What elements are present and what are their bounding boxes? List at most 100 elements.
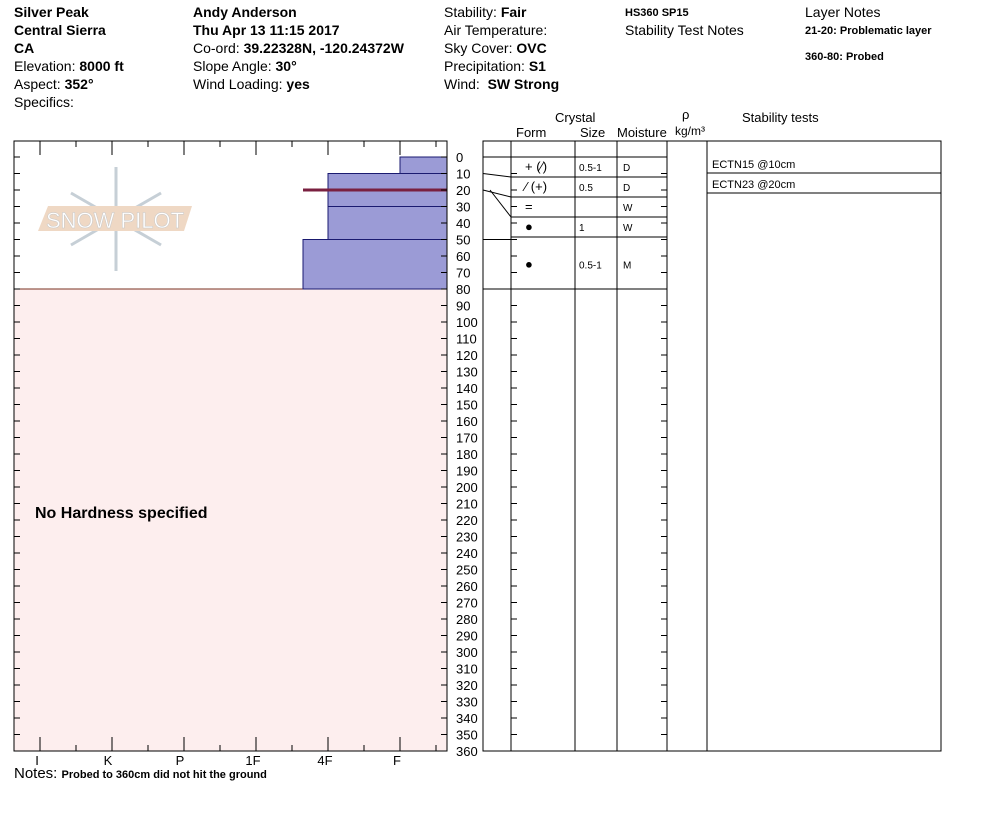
depth-tick-label: 250: [456, 563, 478, 578]
depth-tick-label: 80: [456, 282, 470, 297]
connector-line: [482, 189, 512, 198]
depth-tick-label: 260: [456, 579, 478, 594]
coord: Co-ord: 39.22328N, -120.24372W: [193, 40, 404, 56]
depth-tick-label: 240: [456, 546, 478, 561]
depth-tick-label: 200: [456, 480, 478, 495]
probed-region: [14, 289, 447, 751]
crystal-header: Crystal: [555, 110, 596, 125]
hardness-bar: [327, 173, 448, 191]
depth-tick-label: 330: [456, 695, 478, 710]
depth-tick-label: 100: [456, 315, 478, 330]
location: Silver Peak: [14, 4, 89, 20]
depth-tick-label: 360: [456, 744, 478, 759]
sky-cover: Sky Cover: OVC: [444, 40, 547, 56]
depth-tick-label: 110: [456, 332, 477, 347]
layer-table: [482, 140, 942, 752]
precipitation: Precipitation: S1: [444, 58, 546, 74]
notes: Notes: Probed to 360cm did not hit the g…: [14, 765, 267, 782]
depth-tick-label: 230: [456, 530, 478, 545]
hardness-bar: [302, 239, 448, 290]
depth-tick-label: 30: [456, 200, 470, 215]
layer-form: =: [525, 199, 533, 214]
layer-size: 0.5-1: [579, 163, 602, 174]
datetime: Thu Apr 13 11:15 2017: [193, 22, 340, 38]
hardness-tick-label: 4F: [317, 753, 332, 768]
hardness-bar: [327, 189, 448, 207]
state: CA: [14, 40, 35, 56]
observer: Andy Anderson: [193, 4, 297, 20]
hardness-tick-label: 1F: [245, 753, 260, 768]
size-header: Size: [580, 125, 606, 140]
depth-tick-label: 340: [456, 711, 478, 726]
hardness-bar: [399, 156, 448, 174]
layer-form: + (⁄): [525, 159, 547, 174]
graph-frame: [13, 140, 448, 752]
layer-moisture: D: [623, 183, 630, 194]
layer-moisture: D: [623, 163, 630, 174]
stability-tests-header: Stability tests: [742, 110, 819, 125]
depth-tick-label: 90: [456, 299, 470, 314]
range: Central Sierra: [14, 22, 106, 38]
depth-tick-label: 270: [456, 596, 478, 611]
stability-notes-label: Stability Test Notes: [625, 22, 744, 38]
layer-size: 0.5: [579, 183, 593, 194]
depth-tick-label: 290: [456, 629, 478, 644]
layer-moisture: W: [623, 223, 633, 234]
specifics: Specifics:: [14, 94, 74, 110]
density-unit: kg/m³: [675, 124, 705, 138]
hardness-tick-label: F: [393, 753, 401, 768]
rho-header: ρ: [682, 107, 690, 122]
hardness-tick-label: P: [176, 753, 185, 768]
layer-form: ⁄ (+): [522, 179, 547, 194]
depth-tick-label: 170: [456, 431, 478, 446]
depth-tick-label: 130: [456, 365, 478, 380]
depth-tick-label: 220: [456, 513, 478, 528]
layer-note: 360-80: Probed: [805, 51, 884, 63]
no-hardness-text: No Hardness specified: [35, 505, 208, 522]
depth-tick-label: 140: [456, 381, 478, 396]
hardness-tick-label: K: [104, 753, 113, 768]
form-header: Form: [516, 125, 547, 140]
layer-size: 0.5-1: [579, 261, 602, 272]
depth-tick-label: 150: [456, 398, 478, 413]
layer-notes-label: Layer Notes: [805, 4, 881, 20]
depth-tick-label: 40: [456, 216, 470, 231]
layer-size: 1: [579, 223, 585, 234]
hs-sp: HS360 SP15: [625, 7, 689, 19]
depth-tick-label: 310: [456, 662, 478, 677]
wind: Wind: SW Strong: [444, 76, 560, 92]
stability-test: ECTN15 @10cm: [712, 159, 795, 171]
wind-loading: Wind Loading: yes: [193, 76, 310, 92]
depth-tick-label: 10: [456, 167, 470, 182]
elevation: Elevation: 8000 ft: [14, 58, 124, 74]
stability-test: ECTN23 @20cm: [712, 179, 795, 191]
aspect: Aspect: 352°: [14, 76, 94, 92]
depth-tick-label: 50: [456, 233, 470, 248]
slope: Slope Angle: 30°: [193, 58, 297, 74]
depth-tick-label: 210: [456, 497, 478, 512]
depth-tick-label: 300: [456, 645, 478, 660]
layer-note: 21-20: Problematic layer: [805, 25, 932, 37]
depth-tick-label: 350: [456, 728, 478, 743]
layer-moisture: M: [623, 261, 631, 272]
air-temp: Air Temperature:: [444, 22, 548, 38]
depth-tick-label: 20: [456, 183, 470, 198]
depth-tick-label: 0: [456, 150, 463, 165]
depth-tick-label: 320: [456, 678, 478, 693]
depth-tick-label: 60: [456, 249, 470, 264]
logo-text: SNOW PILOT: [46, 208, 184, 233]
depth-tick-label: 280: [456, 612, 478, 627]
connector-line: [489, 189, 512, 218]
hardness-tick-label: I: [35, 753, 39, 768]
connector-line: [482, 173, 512, 178]
depth-tick-label: 190: [456, 464, 478, 479]
hardness-bar: [327, 206, 448, 240]
depth-tick-label: 160: [456, 414, 478, 429]
stability: Stability: Fair: [444, 4, 527, 20]
logo-banner: [38, 206, 192, 231]
layer-form: ●: [525, 257, 533, 272]
layer-moisture: W: [623, 203, 633, 214]
depth-tick-label: 180: [456, 447, 478, 462]
depth-tick-label: 120: [456, 348, 478, 363]
moisture-header: Moisture: [617, 125, 667, 140]
